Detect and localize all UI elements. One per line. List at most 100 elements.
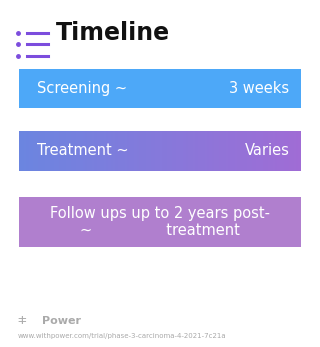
Bar (141, 197, 144, 247)
Bar (252, 197, 254, 247)
Bar (235, 197, 238, 247)
Bar (97, 197, 99, 247)
Bar (197, 69, 200, 108)
Bar (273, 69, 275, 108)
Bar (108, 131, 111, 171)
Bar (155, 69, 158, 108)
Bar (169, 131, 172, 171)
Bar (141, 69, 144, 108)
Bar (111, 69, 113, 108)
Bar (26, 131, 29, 171)
Bar (19, 197, 22, 247)
Bar (111, 131, 113, 171)
Bar (73, 69, 76, 108)
Bar (132, 131, 134, 171)
Bar (282, 131, 285, 171)
Bar (289, 131, 292, 171)
Bar (45, 131, 48, 171)
Bar (141, 131, 144, 171)
Bar (284, 131, 287, 171)
Bar (176, 131, 179, 171)
Bar (38, 131, 41, 171)
Bar (73, 197, 76, 247)
Bar (240, 131, 243, 171)
Bar (85, 131, 88, 171)
Bar (47, 131, 50, 171)
Bar (256, 69, 259, 108)
Bar (21, 69, 24, 108)
Bar (28, 197, 31, 247)
Bar (261, 69, 264, 108)
Bar (197, 131, 200, 171)
Bar (226, 131, 228, 171)
Bar (242, 69, 245, 108)
Bar (94, 197, 97, 247)
Bar (202, 197, 205, 247)
Bar (195, 69, 198, 108)
Bar (125, 131, 127, 171)
Bar (92, 69, 95, 108)
Bar (80, 131, 83, 171)
Bar (181, 131, 184, 171)
Bar (204, 131, 207, 171)
Bar (127, 131, 130, 171)
Bar (179, 131, 181, 171)
Bar (148, 131, 151, 171)
Bar (240, 197, 243, 247)
Bar (247, 69, 250, 108)
Bar (160, 131, 163, 171)
Bar (146, 69, 148, 108)
Bar (36, 131, 38, 171)
Bar (61, 131, 64, 171)
Bar (52, 197, 55, 247)
Bar (31, 131, 34, 171)
Bar (174, 197, 177, 247)
Bar (57, 197, 60, 247)
Bar (94, 69, 97, 108)
Bar (85, 197, 88, 247)
Bar (28, 131, 31, 171)
Text: Follow ups up to 2 years post-
~                treatment: Follow ups up to 2 years post- ~ treatme… (50, 206, 270, 238)
Bar (193, 197, 196, 247)
Bar (174, 131, 177, 171)
Bar (294, 197, 296, 247)
Bar (94, 131, 97, 171)
Bar (296, 131, 299, 171)
Bar (195, 197, 198, 247)
Bar (209, 197, 212, 247)
Bar (186, 69, 188, 108)
Bar (108, 197, 111, 247)
Bar (151, 69, 153, 108)
Bar (113, 69, 116, 108)
Bar (85, 69, 88, 108)
Bar (197, 197, 200, 247)
Bar (162, 131, 165, 171)
Bar (139, 131, 141, 171)
Bar (296, 69, 299, 108)
Bar (50, 69, 52, 108)
Bar (247, 197, 250, 247)
Bar (299, 69, 301, 108)
Bar (237, 69, 240, 108)
Bar (190, 131, 193, 171)
Bar (47, 197, 50, 247)
Bar (186, 197, 188, 247)
Bar (228, 69, 231, 108)
Bar (26, 69, 29, 108)
Bar (223, 197, 226, 247)
Text: 3 weeks: 3 weeks (229, 81, 290, 96)
Bar (277, 69, 280, 108)
Bar (45, 197, 48, 247)
Bar (33, 197, 36, 247)
Bar (59, 197, 62, 247)
Bar (87, 197, 90, 247)
Bar (146, 131, 148, 171)
Bar (280, 197, 282, 247)
Bar (188, 131, 191, 171)
Bar (64, 69, 67, 108)
Bar (76, 69, 78, 108)
Bar (165, 69, 167, 108)
Bar (221, 131, 224, 171)
Bar (137, 131, 139, 171)
Bar (43, 197, 45, 247)
